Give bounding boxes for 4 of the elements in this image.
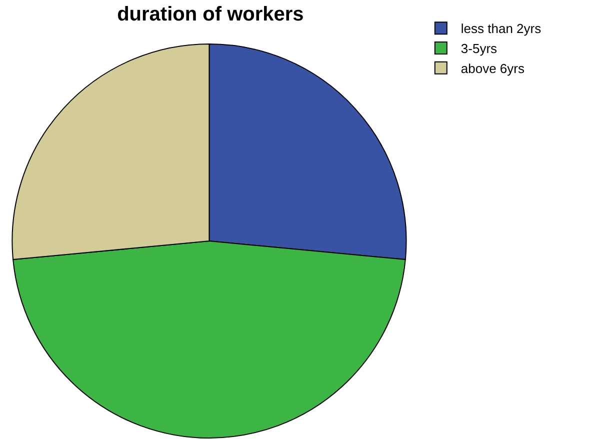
legend-label: above 6yrs	[460, 60, 525, 76]
chart-title: duration of workers	[117, 4, 304, 26]
legend-label: less than 2yrs	[460, 21, 542, 36]
legend-label: 3-5yrs	[460, 41, 498, 56]
